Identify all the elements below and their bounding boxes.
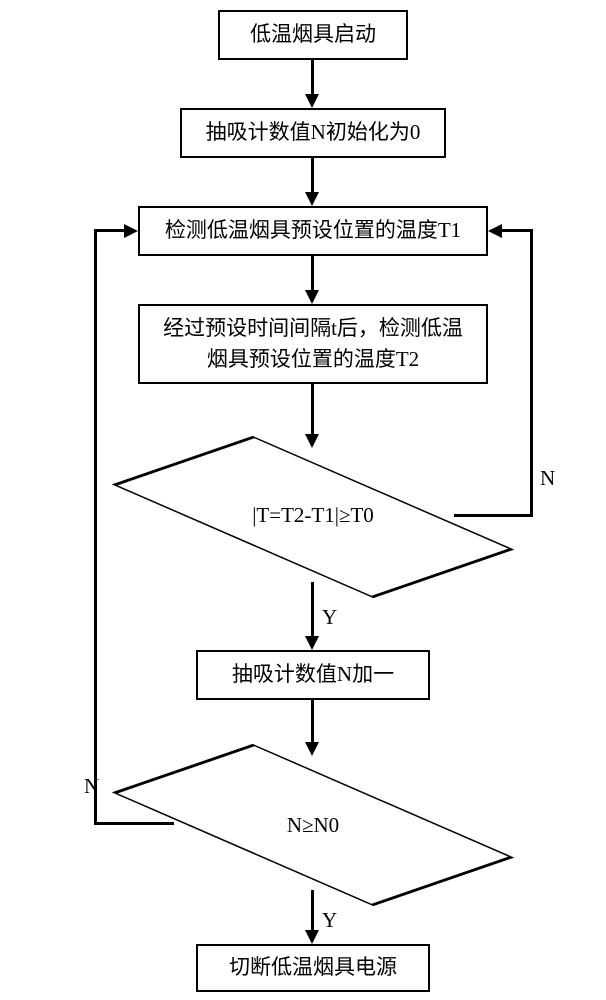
arrow-head — [124, 224, 138, 238]
arrow-line — [500, 229, 532, 232]
arrow-line — [311, 384, 314, 436]
flowchart-node-detect-t1: 检测低温烟具预设位置的温度T1 — [138, 206, 488, 256]
arrow-line — [94, 822, 174, 825]
arrow-head — [305, 192, 319, 206]
node-text: 低温烟具启动 — [250, 19, 376, 51]
arrow-line — [454, 514, 532, 517]
arrow-line — [311, 60, 314, 96]
arrow-head — [305, 636, 319, 650]
label-no-2: N — [84, 774, 99, 799]
flowchart-node-start: 低温烟具启动 — [218, 10, 408, 60]
flowchart-node-increment: 抽吸计数值N加一 — [196, 650, 430, 700]
arrow-line — [311, 256, 314, 292]
arrow-head — [305, 290, 319, 304]
arrow-line — [311, 890, 314, 932]
label-yes-1: Y — [322, 605, 337, 630]
arrow-line — [94, 229, 126, 232]
arrow-line — [311, 158, 314, 194]
flowchart-node-init: 抽吸计数值N初始化为0 — [180, 108, 446, 158]
node-text: 抽吸计数值N加一 — [232, 659, 394, 691]
node-text: 经过预设时间间隔t后，检测低温 烟具预设位置的温度T2 — [163, 313, 463, 376]
arrow-line — [311, 582, 314, 638]
arrow-line — [311, 700, 314, 744]
arrow-head — [488, 224, 502, 238]
arrow-line — [530, 229, 533, 517]
arrow-head — [305, 94, 319, 108]
arrow-head — [305, 434, 319, 448]
label-yes-2: Y — [322, 908, 337, 933]
node-text: 抽吸计数值N初始化为0 — [206, 117, 421, 149]
decision-text: |T=T2-T1|≥T0 — [200, 490, 426, 540]
label-no-1: N — [540, 466, 555, 491]
arrow-head — [305, 742, 319, 756]
flowchart-node-detect-t2: 经过预设时间间隔t后，检测低温 烟具预设位置的温度T2 — [138, 304, 488, 384]
arrow-line — [94, 229, 97, 825]
decision-text: N≥N0 — [240, 800, 386, 850]
node-text: 检测低温烟具预设位置的温度T1 — [165, 215, 461, 247]
arrow-head — [305, 930, 319, 944]
node-text: 切断低温烟具电源 — [229, 952, 397, 984]
flowchart-node-end: 切断低温烟具电源 — [196, 944, 430, 992]
